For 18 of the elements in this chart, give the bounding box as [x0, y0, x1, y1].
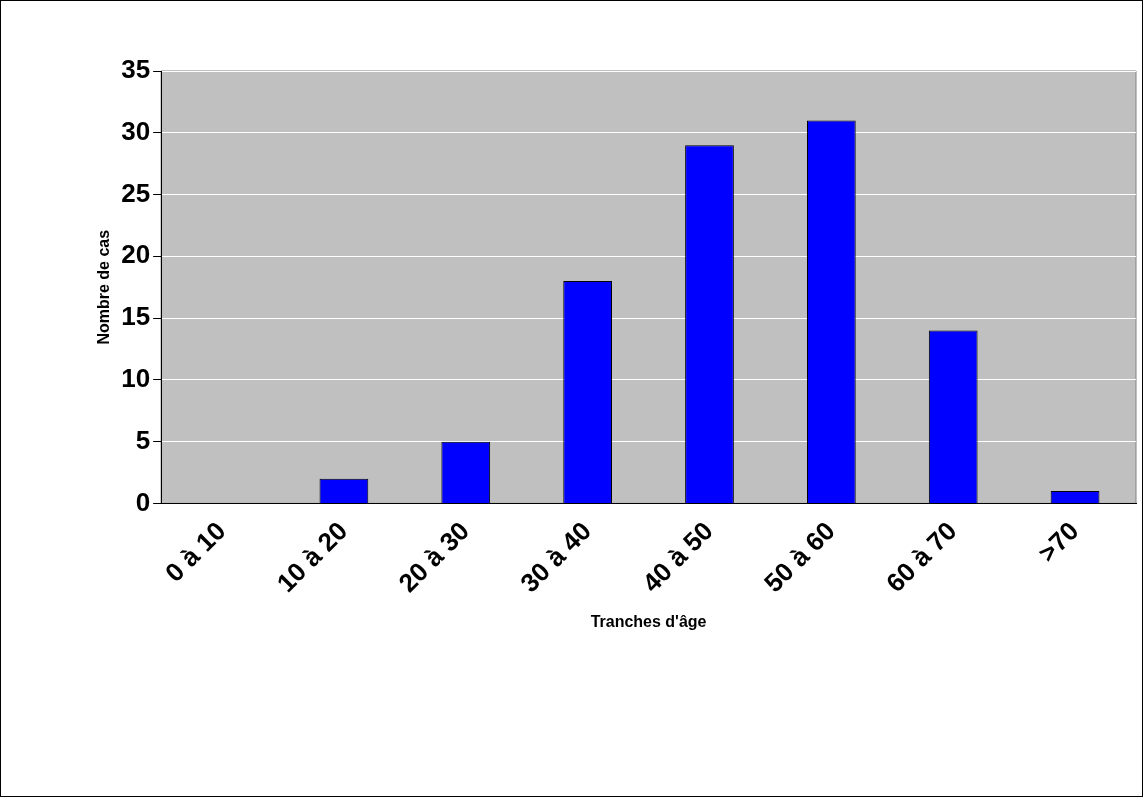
- x-tick-label: 0 à 10: [159, 515, 232, 588]
- x-tick-label: 10 à 20: [270, 515, 354, 599]
- y-tick-label: 5: [135, 424, 151, 455]
- y-tick-label: 0: [135, 486, 151, 517]
- y-tick-label: 10: [121, 363, 151, 394]
- x-tick-label: 30 à 40: [514, 515, 597, 599]
- y-tick-label: 15: [121, 301, 151, 332]
- x-axis-title: Tranches d'âge: [590, 612, 707, 630]
- x-tick-label: 40 à 50: [636, 515, 719, 599]
- y-tick-label: 30: [121, 115, 151, 146]
- y-tick-label: 25: [121, 177, 151, 208]
- x-tick-label: 20 à 30: [392, 515, 476, 599]
- x-tick-label: >70: [1031, 515, 1085, 568]
- y-tick-label: 35: [121, 54, 151, 85]
- x-tick-label: 50 à 60: [758, 515, 841, 599]
- x-tick-label: 60 à 70: [879, 515, 963, 599]
- y-tick-label: 20: [121, 239, 151, 270]
- y-axis-title: Nombre de cas: [95, 229, 113, 345]
